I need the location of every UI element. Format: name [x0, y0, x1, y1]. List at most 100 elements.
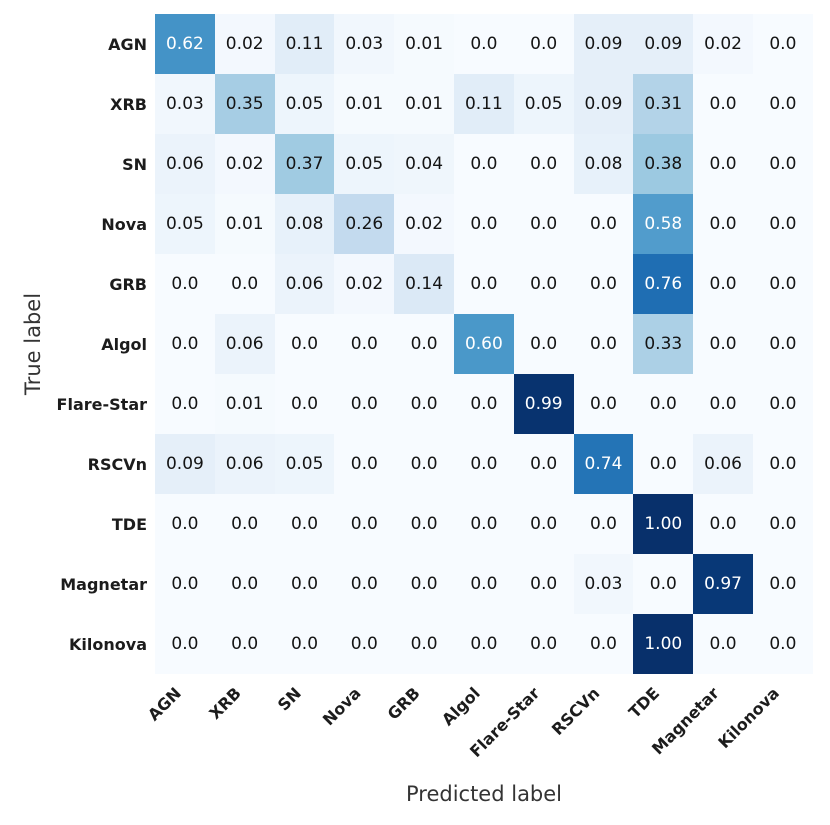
- matrix-cell: 0.0: [752, 374, 813, 434]
- matrix-cell: 0.0: [513, 494, 574, 554]
- matrix-cell: 0.0: [752, 314, 813, 374]
- matrix-cell: 0.0: [752, 194, 813, 254]
- x-axis-title: Predicted label: [405, 782, 563, 806]
- matrix-cell: 0.0: [752, 494, 813, 554]
- matrix-cell: 0.0: [573, 254, 634, 314]
- matrix-cell: 0.03: [573, 554, 634, 614]
- matrix-cell: 0.08: [573, 134, 634, 194]
- matrix-cell: 0.0: [274, 374, 335, 434]
- matrix-cell: 0.0: [334, 554, 395, 614]
- matrix-cell: 0.09: [633, 14, 694, 74]
- matrix-cell: 0.0: [752, 254, 813, 314]
- matrix-cell: 0.60: [453, 314, 514, 374]
- matrix-cell: 0.38: [633, 134, 694, 194]
- matrix-cell: 0.97: [693, 554, 753, 614]
- y-tick-label: TDE: [111, 514, 147, 534]
- matrix-cell: 0.02: [214, 134, 275, 194]
- matrix-cell: 0.0: [394, 494, 454, 554]
- y-tick-label: Algol: [101, 334, 147, 354]
- matrix-cell: 0.0: [453, 554, 514, 614]
- matrix-cell: 0.0: [334, 374, 395, 434]
- matrix-cell: 0.02: [214, 14, 275, 74]
- matrix-cell: 0.0: [394, 374, 454, 434]
- matrix-cell: 0.0: [513, 554, 574, 614]
- matrix-cell: 0.02: [693, 14, 753, 74]
- matrix-cell: 0.0: [633, 374, 694, 434]
- matrix-cell: 0.26: [334, 194, 395, 254]
- matrix-cell: 0.0: [513, 434, 574, 494]
- matrix-cell: 0.0: [752, 554, 813, 614]
- matrix-cell: 0.0: [155, 254, 215, 314]
- matrix-cell: 0.0: [513, 14, 574, 74]
- matrix-cell: 0.0: [752, 434, 813, 494]
- matrix-cell: 0.0: [334, 434, 395, 494]
- matrix-cell: 0.05: [155, 194, 215, 254]
- matrix-cell: 0.0: [573, 374, 634, 434]
- matrix-cell: 0.0: [394, 314, 454, 374]
- x-tick-label: Kilonova: [714, 683, 783, 753]
- y-tick-label: Nova: [101, 214, 147, 234]
- matrix-cell: 0.0: [693, 254, 753, 314]
- matrix-cell: 0.09: [573, 14, 634, 74]
- matrix-cell: 0.0: [513, 254, 574, 314]
- matrix-cell: 0.0: [214, 614, 275, 674]
- matrix-cell: 0.0: [334, 494, 395, 554]
- matrix-cell: 0.0: [453, 434, 514, 494]
- y-tick-label: SN: [122, 154, 147, 174]
- matrix-cell: 0.58: [633, 194, 694, 254]
- matrix-cell: 0.0: [155, 314, 215, 374]
- matrix-cell: 0.14: [394, 254, 454, 314]
- matrix-cell: 0.01: [214, 194, 275, 254]
- matrix-cell: 0.02: [394, 194, 454, 254]
- matrix-cell: 0.09: [573, 74, 634, 134]
- matrix-cell: 0.0: [752, 74, 813, 134]
- matrix-cell: 0.05: [274, 434, 335, 494]
- matrix-cell: 0.76: [633, 254, 694, 314]
- matrix-cell: 0.0: [693, 314, 753, 374]
- matrix-cell: 0.0: [453, 134, 514, 194]
- matrix-cell: 0.0: [693, 614, 753, 674]
- matrix-cell: 0.03: [334, 14, 395, 74]
- matrix-cell: 0.99: [513, 374, 574, 434]
- matrix-cell: 0.03: [155, 74, 215, 134]
- matrix-cell: 0.0: [693, 374, 753, 434]
- matrix-cell: 0.0: [752, 134, 813, 194]
- matrix-cell: 0.11: [453, 74, 514, 134]
- matrix-cell: 0.31: [633, 74, 694, 134]
- y-tick-labels: AGN XRB SN Nova GRB Algol Flare-Star RSCVn TDE Ma…: [0, 14, 147, 674]
- matrix-cell: 0.0: [274, 494, 335, 554]
- matrix-cell: 0.0: [633, 554, 694, 614]
- matrix-cell: 0.01: [334, 74, 395, 134]
- matrix-cell: 0.0: [513, 134, 574, 194]
- matrix-cell: 0.06: [155, 134, 215, 194]
- matrix-cell: 0.05: [513, 74, 574, 134]
- matrix-cell: 0.37: [274, 134, 335, 194]
- matrix-cell: 0.09: [155, 434, 215, 494]
- matrix-cell: 1.00: [633, 614, 694, 674]
- matrix-cell: 1.00: [633, 494, 694, 554]
- matrix-cell: 0.0: [693, 134, 753, 194]
- y-tick-label: RSCVn: [87, 454, 147, 474]
- matrix-cell: 0.0: [752, 614, 813, 674]
- y-tick-label: AGN: [108, 34, 147, 54]
- matrix-cell: 0.0: [752, 14, 813, 74]
- matrix-cell: 0.0: [394, 434, 454, 494]
- matrix-cell: 0.06: [214, 314, 275, 374]
- matrix-cell: 0.0: [573, 614, 634, 674]
- matrix-cell: 0.0: [693, 194, 753, 254]
- matrix-cell: 0.06: [693, 434, 753, 494]
- matrix-cell: 0.11: [274, 14, 335, 74]
- matrix-cell: 0.0: [274, 614, 335, 674]
- matrix-cell: 0.0: [274, 314, 335, 374]
- matrix-cell: 0.0: [214, 554, 275, 614]
- matrix-cell: 0.33: [633, 314, 694, 374]
- matrix-cell: 0.0: [573, 194, 634, 254]
- matrix-cell: 0.0: [453, 254, 514, 314]
- y-tick-label: Flare-Star: [56, 394, 147, 414]
- matrix-cell: 0.0: [573, 314, 634, 374]
- matrix-cell: 0.0: [453, 374, 514, 434]
- y-tick-label: XRB: [110, 94, 147, 114]
- matrix-cell: 0.0: [513, 194, 574, 254]
- matrix-cell: 0.0: [334, 614, 395, 674]
